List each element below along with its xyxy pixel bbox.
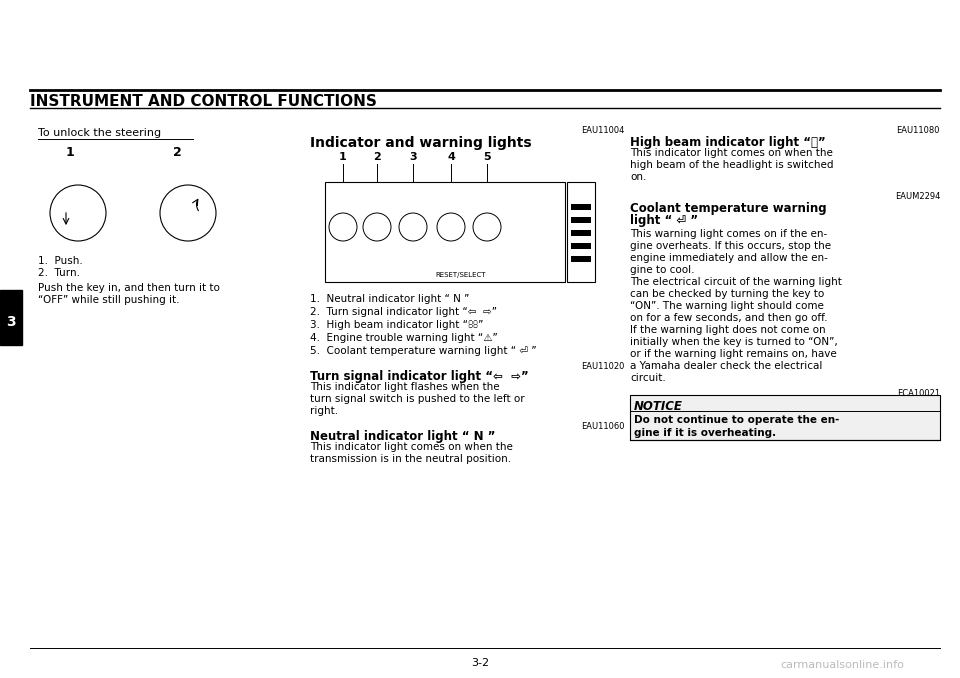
Text: RESET/SELECT: RESET/SELECT	[435, 272, 486, 278]
Text: INSTRUMENT AND CONTROL FUNCTIONS: INSTRUMENT AND CONTROL FUNCTIONS	[30, 94, 377, 109]
Text: 1: 1	[339, 152, 347, 162]
Text: EAU11004: EAU11004	[582, 126, 625, 135]
Text: Neutral indicator light “ N ”: Neutral indicator light “ N ”	[310, 430, 495, 443]
Bar	[571, 230, 591, 236]
Text: 2.  Turn signal indicator light “⇦  ⇨”: 2. Turn signal indicator light “⇦ ⇨”	[310, 307, 497, 317]
Text: High beam indicator light “”: High beam indicator light “”	[630, 136, 826, 149]
Text: gine overheats. If this occurs, stop the: gine overheats. If this occurs, stop the	[630, 241, 831, 251]
Bar	[630, 395, 940, 440]
Text: This indicator light flashes when the: This indicator light flashes when the	[310, 382, 499, 392]
Text: 3.  High beam indicator light “”: 3. High beam indicator light “”	[310, 320, 484, 330]
Text: right.: right.	[310, 406, 338, 416]
Text: This indicator light comes on when the: This indicator light comes on when the	[630, 148, 833, 158]
Text: 2: 2	[373, 152, 381, 162]
Text: 1: 1	[66, 146, 75, 159]
Bar	[0, 290, 22, 345]
Text: turn signal switch is pushed to the left or: turn signal switch is pushed to the left…	[310, 394, 524, 404]
Text: engine immediately and allow the en-: engine immediately and allow the en-	[630, 253, 828, 263]
Text: EAU11060: EAU11060	[582, 422, 625, 431]
Text: This warning light comes on if the en-: This warning light comes on if the en-	[630, 229, 828, 239]
Text: ECA10021: ECA10021	[897, 389, 940, 398]
Text: Coolant temperature warning: Coolant temperature warning	[630, 202, 827, 215]
Text: 4: 4	[447, 152, 455, 162]
Text: a Yamaha dealer check the electrical: a Yamaha dealer check the electrical	[630, 361, 823, 371]
Bar	[325, 182, 565, 282]
Text: 1.  Push.: 1. Push.	[38, 256, 83, 266]
Text: 3: 3	[409, 152, 417, 162]
Bar	[43, 158, 148, 248]
Text: The electrical circuit of the warning light: The electrical circuit of the warning li…	[630, 277, 842, 287]
Text: 3-2: 3-2	[471, 658, 489, 668]
Text: carmanualsonline.info: carmanualsonline.info	[780, 660, 904, 670]
Bar	[567, 182, 595, 282]
Text: NOTICE: NOTICE	[634, 400, 683, 413]
Bar	[571, 243, 591, 249]
Text: 4.  Engine trouble warning light “⚠”: 4. Engine trouble warning light “⚠”	[310, 333, 497, 343]
Text: circuit.: circuit.	[630, 373, 665, 383]
Bar	[571, 217, 591, 223]
Text: Indicator and warning lights: Indicator and warning lights	[310, 136, 532, 150]
Text: 5: 5	[483, 152, 491, 162]
Text: “OFF” while still pushing it.: “OFF” while still pushing it.	[38, 295, 180, 305]
Text: gine to cool.: gine to cool.	[630, 265, 694, 275]
Text: EAU11020: EAU11020	[582, 362, 625, 371]
Text: This indicator light comes on when the: This indicator light comes on when the	[310, 442, 513, 452]
Text: initially when the key is turned to “ON”,: initially when the key is turned to “ON”…	[630, 337, 838, 347]
Bar	[571, 256, 591, 262]
Text: on.: on.	[630, 172, 646, 182]
Text: To unlock the steering: To unlock the steering	[38, 128, 161, 138]
Text: 3: 3	[6, 315, 15, 329]
Bar	[571, 204, 591, 210]
Text: “ON”. The warning light should come: “ON”. The warning light should come	[630, 301, 824, 311]
Text: high beam of the headlight is switched: high beam of the headlight is switched	[630, 160, 833, 170]
Text: transmission is in the neutral position.: transmission is in the neutral position.	[310, 454, 511, 464]
Text: 2.  Turn.: 2. Turn.	[38, 268, 80, 278]
Text: can be checked by turning the key to: can be checked by turning the key to	[630, 289, 825, 299]
Text: on for a few seconds, and then go off.: on for a few seconds, and then go off.	[630, 313, 828, 323]
Text: 1.  Neutral indicator light “ N ”: 1. Neutral indicator light “ N ”	[310, 294, 469, 304]
Text: gine if it is overheating.: gine if it is overheating.	[634, 428, 776, 438]
Text: EAUM2294: EAUM2294	[895, 192, 940, 201]
Text: Do not continue to operate the en-: Do not continue to operate the en-	[634, 415, 839, 425]
Text: Push the key in, and then turn it to: Push the key in, and then turn it to	[38, 283, 220, 293]
Text: Turn signal indicator light “⇦  ⇨”: Turn signal indicator light “⇦ ⇨”	[310, 370, 529, 383]
Text: 2: 2	[173, 146, 181, 159]
Text: 5.  Coolant temperature warning light “ ⏎ ”: 5. Coolant temperature warning light “ ⏎…	[310, 346, 537, 356]
Text: light “ ⏎ ”: light “ ⏎ ”	[630, 214, 698, 227]
Text: If the warning light does not come on: If the warning light does not come on	[630, 325, 826, 335]
Text: EAU11080: EAU11080	[897, 126, 940, 135]
Text: or if the warning light remains on, have: or if the warning light remains on, have	[630, 349, 837, 359]
